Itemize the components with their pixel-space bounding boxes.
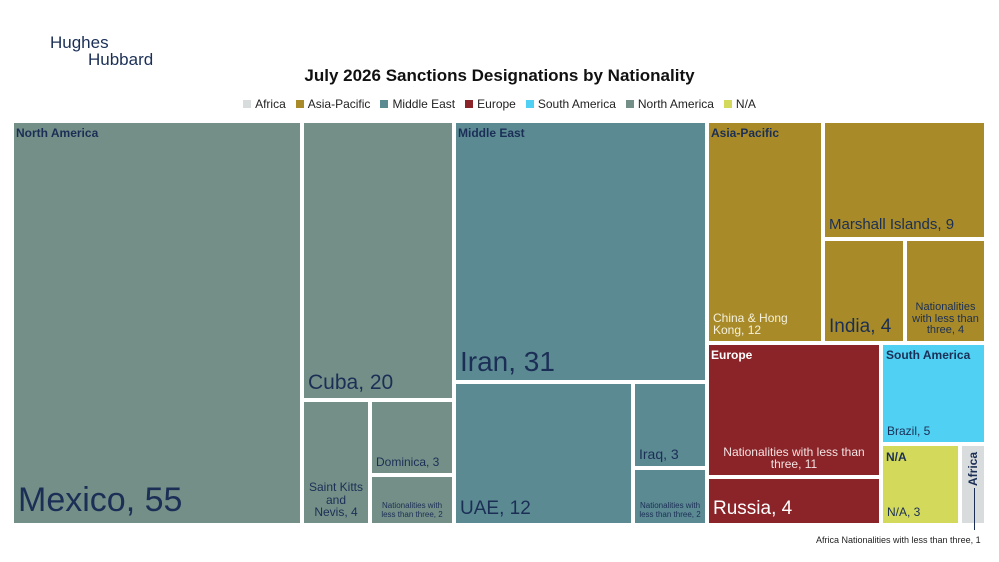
treemap-tile: N/A, 3 bbox=[881, 444, 960, 525]
logo-line-2: Hubbard bbox=[88, 50, 154, 69]
group-label: South America bbox=[886, 348, 971, 362]
treemap-tile: Marshall Islands, 9 bbox=[823, 121, 986, 239]
legend-label: Middle East bbox=[392, 97, 456, 111]
group-label: Asia-Pacific bbox=[711, 126, 780, 140]
africa-group-label: Africa bbox=[966, 451, 980, 486]
tile-label: Nationalities with less than three, 2 bbox=[639, 501, 701, 519]
logo-line-1: Hughes bbox=[50, 33, 109, 52]
legend-label: Europe bbox=[477, 97, 516, 111]
treemap-tile: Saint Kitts and Nevis, 4 bbox=[302, 400, 370, 525]
legend-swatch bbox=[465, 100, 474, 108]
tile-label: Iraq, 3 bbox=[639, 446, 679, 463]
chart-legend: Africa Asia-Pacific Middle East Europe South… bbox=[0, 97, 999, 111]
legend-label: N/A bbox=[735, 97, 756, 111]
tile-label: UAE, 12 bbox=[460, 498, 531, 520]
annotation-leader-line bbox=[974, 488, 975, 530]
tile-label: China & Hong Kong, 12 bbox=[713, 310, 788, 338]
group-label: N/A bbox=[886, 450, 907, 464]
tile-label: Mexico, 55 bbox=[18, 481, 183, 520]
treemap-tile: Iraq, 3 bbox=[633, 382, 707, 468]
treemap-tile: Iran, 31 bbox=[454, 121, 707, 382]
treemap-tile: Dominica, 3 bbox=[370, 400, 454, 475]
treemap-tile: Mexico, 55 bbox=[12, 121, 302, 525]
legend-swatch bbox=[525, 100, 534, 108]
treemap-tile: Nationalities with less than three, 2 bbox=[370, 475, 454, 525]
legend-item: Africa bbox=[243, 97, 286, 111]
group-label: North America bbox=[16, 126, 99, 140]
treemap-tile: Nationalities with less than three, 4 bbox=[905, 239, 986, 343]
tile-label: Nationalities with less than three, 11 bbox=[723, 444, 865, 472]
treemap-tile bbox=[960, 444, 986, 525]
tile-label: India, 4 bbox=[829, 316, 892, 338]
treemap-tile: Nationalities with less than three, 2 bbox=[633, 468, 707, 525]
tile-label: Brazil, 5 bbox=[887, 424, 931, 439]
tile-label: Iran, 31 bbox=[460, 345, 555, 377]
legend-swatch bbox=[625, 100, 634, 108]
company-logo: Hughes Hubbard bbox=[50, 34, 153, 68]
treemap-tile: China & Hong Kong, 12 bbox=[707, 121, 823, 343]
treemap-tile: Brazil, 5 bbox=[881, 343, 986, 444]
legend-item: North America bbox=[625, 97, 714, 111]
treemap-tile: India, 4 bbox=[823, 239, 905, 343]
treemap-tile: Cuba, 20 bbox=[302, 121, 454, 400]
tile-label: Nationalities with less than three, 2 bbox=[381, 501, 443, 519]
tile-label: Russia, 4 bbox=[713, 498, 793, 520]
legend-label: Asia-Pacific bbox=[307, 97, 371, 111]
legend-swatch bbox=[243, 100, 252, 108]
tile-label: Saint Kitts and Nevis, 4 bbox=[308, 480, 364, 520]
legend-item: Middle East bbox=[380, 97, 455, 111]
legend-swatch bbox=[380, 100, 389, 108]
legend-swatch bbox=[723, 100, 732, 108]
legend-item: Asia-Pacific bbox=[295, 97, 371, 111]
chart-annotation: Africa Nationalities with less than thre… bbox=[816, 535, 981, 545]
legend-label: North America bbox=[637, 97, 714, 111]
tile-label: Marshall Islands, 9 bbox=[829, 216, 955, 234]
chart-title: July 2026 Sanctions Designations by Nati… bbox=[304, 66, 695, 85]
legend-item: Europe bbox=[465, 97, 516, 111]
tile-label: Dominica, 3 bbox=[376, 455, 440, 470]
treemap-tile: Nationalities with less than three, 11 bbox=[707, 343, 881, 477]
treemap-tile: Russia, 4 bbox=[707, 477, 881, 525]
tile-label: Nationalities with less than three, 4 bbox=[912, 301, 979, 337]
legend-label: South America bbox=[537, 97, 616, 111]
legend-item: South America bbox=[525, 97, 616, 111]
legend-label: Africa bbox=[255, 97, 286, 111]
group-label: Middle East bbox=[458, 126, 525, 140]
tile-label: Cuba, 20 bbox=[308, 370, 394, 394]
tile-label: N/A, 3 bbox=[887, 505, 921, 520]
legend-swatch bbox=[295, 100, 304, 108]
group-label: Europe bbox=[711, 348, 753, 362]
legend-item: N/A bbox=[723, 97, 756, 111]
treemap-tile: UAE, 12 bbox=[454, 382, 633, 525]
